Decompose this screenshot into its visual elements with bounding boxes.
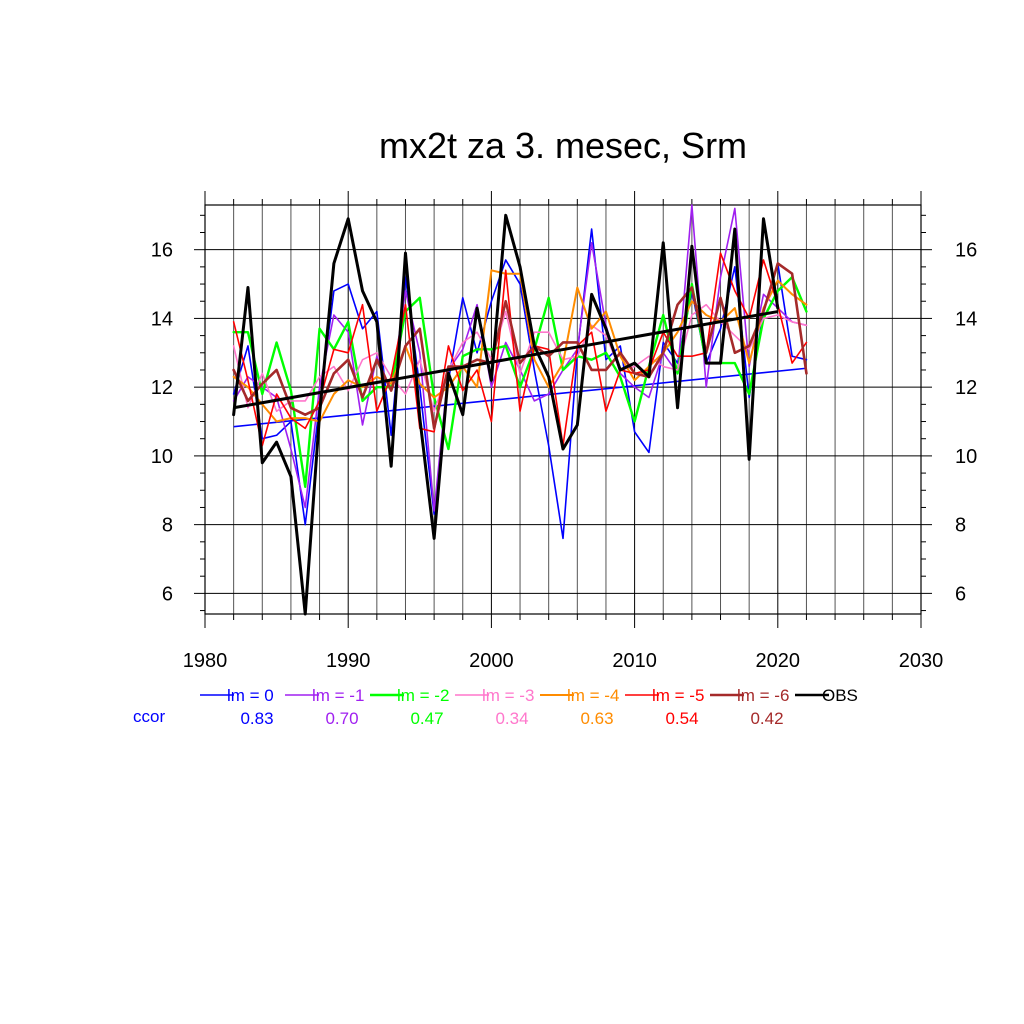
legend: ccor lm = 0 0.83 lm = -1 0.70 lm = -2 0.47 lm =… <box>133 686 858 728</box>
legend-ccor-value: 0.34 <box>495 709 528 728</box>
y-tick-label-left: 8 <box>162 515 173 537</box>
x-tick-label: 2020 <box>756 650 801 672</box>
legend-label: lm = -6 <box>737 686 789 705</box>
series-line-3 <box>232 303 808 413</box>
series-lines <box>232 204 808 616</box>
legend-ccor-value: 0.54 <box>665 709 698 728</box>
x-tick-label: 1990 <box>326 650 371 672</box>
y-tick-label-right: 8 <box>955 515 966 537</box>
ccor-label: ccor <box>133 707 165 726</box>
legend-ccor-value: 0.47 <box>410 709 443 728</box>
x-tick-label: 1980 <box>183 650 228 672</box>
y-tick-label-left: 16 <box>151 240 173 262</box>
y-tick-label-right: 12 <box>955 377 977 399</box>
legend-label: lm = -5 <box>652 686 704 705</box>
y-tick-label-right: 6 <box>955 583 966 605</box>
trend-line-7 <box>233 310 779 410</box>
chart-title: mx2t za 3. mesec, Srm <box>379 125 747 166</box>
y-tick-label-right: 14 <box>955 308 977 330</box>
legend-label: lm = 0 <box>227 686 274 705</box>
legend-ccor-value: 0.83 <box>240 709 273 728</box>
y-tick-label-left: 14 <box>151 308 173 330</box>
y-tick-label-left: 6 <box>162 583 173 605</box>
legend-label: lm = -3 <box>482 686 534 705</box>
x-tick-label: 2000 <box>469 650 514 672</box>
plot-frame <box>204 204 922 615</box>
legend-ccor-value: 0.42 <box>750 709 783 728</box>
x-tick-label: 2030 <box>899 650 944 672</box>
legend-label: lm = -4 <box>567 686 619 705</box>
y-tick-label-right: 16 <box>955 240 977 262</box>
series-line-5 <box>232 252 808 447</box>
y-tick-label-left: 12 <box>151 377 173 399</box>
axis-ticks: 1980 1990 2000 2010 2020 2030 6 6 8 8 10 10 12 12 14 14… <box>151 191 977 672</box>
legend-label: OBS <box>822 686 858 705</box>
legend-label: lm = -2 <box>397 686 449 705</box>
legend-ccor-value: 0.70 <box>325 709 358 728</box>
y-tick-label-right: 10 <box>955 446 977 468</box>
series-line-6 <box>232 262 808 430</box>
trend-line-0 <box>233 367 807 428</box>
legend-label: lm = -1 <box>312 686 364 705</box>
series-line-7 <box>232 213 780 616</box>
y-tick-label-left: 10 <box>151 446 173 468</box>
legend-ccor-value: 0.63 <box>580 709 613 728</box>
plot-border <box>204 204 922 615</box>
x-tick-label: 2010 <box>612 650 657 672</box>
